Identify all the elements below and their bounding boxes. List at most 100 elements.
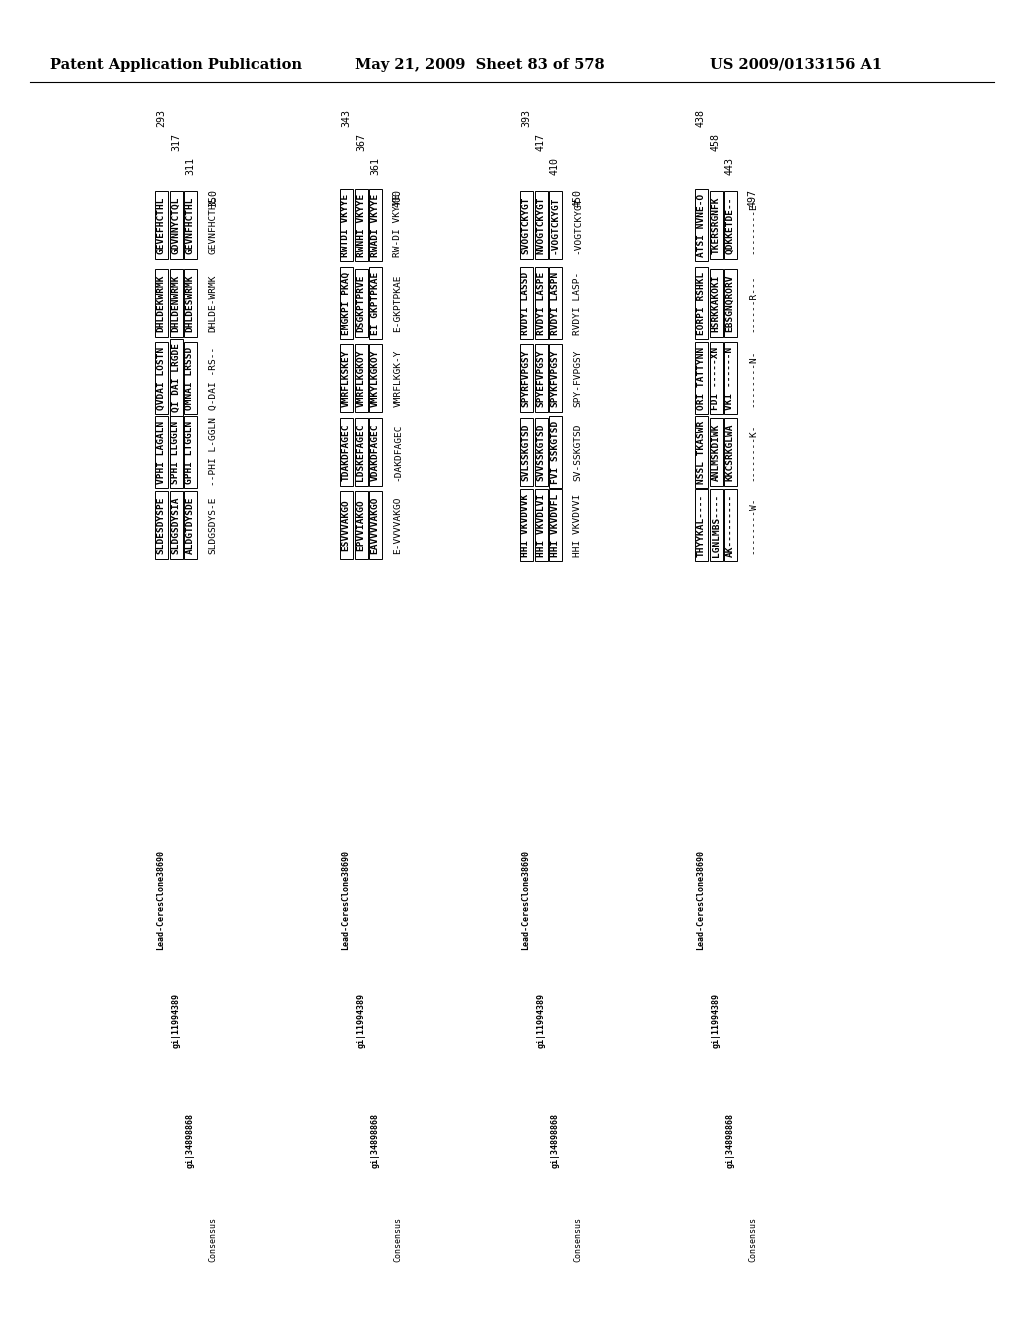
Bar <box>694 488 708 561</box>
Text: SPYRFVPGSY: SPYRFVPGSY <box>521 350 530 407</box>
Text: SLDGSDYS-E: SLDGSDYS-E <box>209 496 217 554</box>
Bar <box>183 269 197 337</box>
Bar <box>340 418 352 486</box>
Bar <box>710 342 723 414</box>
Text: Consensus: Consensus <box>209 1217 217 1262</box>
Text: E-GKPTPKAE: E-GKPTPKAE <box>393 275 402 331</box>
Text: gi|11994389: gi|11994389 <box>356 993 366 1048</box>
Text: VKI ------N: VKI ------N <box>725 346 734 409</box>
Bar <box>155 191 168 259</box>
Bar <box>369 189 382 261</box>
Text: EBSGNQRORV: EBSGNQRORV <box>725 275 734 331</box>
Text: 311: 311 <box>185 157 195 176</box>
Bar <box>340 189 352 261</box>
Text: ATSI NVNE-O: ATSI NVNE-O <box>696 193 706 256</box>
Text: NVOGTCKYGT: NVOGTCKYGT <box>537 197 546 253</box>
Text: SPY-FVPGSY: SPY-FVPGSY <box>573 350 583 407</box>
Text: --------W-: --------W- <box>749 496 758 554</box>
Bar <box>535 345 548 412</box>
Bar <box>170 191 182 259</box>
Bar <box>724 191 736 259</box>
Text: SLDGSDYSIA: SLDGSDYSIA <box>171 496 180 554</box>
Text: Lead-CeresClone38690: Lead-CeresClone38690 <box>157 850 166 950</box>
Text: DHLDENWRMK: DHLDENWRMK <box>171 275 180 331</box>
Bar <box>724 418 736 486</box>
Text: SVLSSKGTSD: SVLSSKGTSD <box>521 424 530 480</box>
Text: 438: 438 <box>696 110 706 127</box>
Text: 497: 497 <box>748 189 758 207</box>
Text: Patent Application Publication: Patent Application Publication <box>50 58 302 73</box>
Text: ALDGTDYSDE: ALDGTDYSDE <box>185 496 195 554</box>
Text: GEVNFHCTHL: GEVNFHCTHL <box>209 197 217 253</box>
Text: SPHI LLGGLN: SPHI LLGGLN <box>171 420 180 483</box>
Text: ORI TATTYNN: ORI TATTYNN <box>696 346 706 409</box>
Text: 410: 410 <box>550 157 560 176</box>
Text: AK---------: AK--------- <box>725 494 734 557</box>
Text: EPVVIAKGO: EPVVIAKGO <box>356 499 366 550</box>
Text: RVDYI LASP-: RVDYI LASP- <box>573 272 583 335</box>
Bar <box>340 345 352 412</box>
Text: GDVNNYCTQL: GDVNNYCTQL <box>171 197 180 253</box>
Text: HHI VKVDVFL: HHI VKVDVFL <box>551 494 559 557</box>
Text: VMRFLKSKEY: VMRFLKSKEY <box>341 350 350 407</box>
Text: Consensus: Consensus <box>573 1217 583 1262</box>
Bar <box>519 418 532 486</box>
Text: SVVSSKGTSD: SVVSSKGTSD <box>537 424 546 480</box>
Text: Consensus: Consensus <box>749 1217 758 1262</box>
Bar <box>340 491 352 558</box>
Text: FDI -----XN: FDI -----XN <box>712 346 721 409</box>
Text: Lead-CeresClone38690: Lead-CeresClone38690 <box>521 850 530 950</box>
Text: 417: 417 <box>536 133 546 150</box>
Text: HSRKKAKOKI: HSRKKAKOKI <box>712 275 721 331</box>
Bar <box>170 269 182 337</box>
Bar <box>170 491 182 558</box>
Text: -VOGTCKYGT: -VOGTCKYGT <box>573 197 583 253</box>
Text: TKERSRGNFK: TKERSRGNFK <box>712 197 721 253</box>
Text: QI DAI LRGDE: QI DAI LRGDE <box>171 343 180 412</box>
Text: HHI VKVDLVI: HHI VKVDLVI <box>537 494 546 557</box>
Bar <box>369 267 382 339</box>
Bar <box>710 191 723 259</box>
Text: EMGKPI PKAQ: EMGKPI PKAQ <box>341 272 350 335</box>
Bar <box>170 416 182 488</box>
Text: DHLDESWRMK: DHLDESWRMK <box>185 275 195 331</box>
Bar <box>183 342 197 414</box>
Bar <box>549 345 561 412</box>
Bar <box>535 418 548 486</box>
Text: FVI SSKGTSD: FVI SSKGTSD <box>551 420 559 483</box>
Bar <box>519 267 532 339</box>
Bar <box>519 345 532 412</box>
Text: 317: 317 <box>171 133 181 150</box>
Text: GEVNFHCTHL: GEVNFHCTHL <box>185 197 195 253</box>
Text: gi|34898868: gi|34898868 <box>725 1113 734 1167</box>
Bar <box>155 342 168 414</box>
Text: 293: 293 <box>156 110 166 127</box>
Text: -DAKDFAGEC: -DAKDFAGEC <box>393 424 402 480</box>
Text: 367: 367 <box>356 133 366 150</box>
Text: EI GKPTPKAE: EI GKPTPKAE <box>371 272 380 335</box>
Text: SPYEFVPGSY: SPYEFVPGSY <box>537 350 546 407</box>
Text: --------K-: --------K- <box>749 424 758 480</box>
Bar <box>535 267 548 339</box>
Text: DHLDE-WRMK: DHLDE-WRMK <box>209 275 217 331</box>
Bar <box>369 345 382 412</box>
Text: SLDESDYSPE: SLDESDYSPE <box>157 496 166 554</box>
Text: RW-DI VKYYE: RW-DI VKYYE <box>393 193 402 256</box>
Text: QVDAI LOSTN: QVDAI LOSTN <box>157 346 166 409</box>
Text: SVOGTCKYGT: SVOGTCKYGT <box>521 197 530 253</box>
Bar <box>354 418 368 486</box>
Text: --PHI L-GGLN: --PHI L-GGLN <box>209 417 217 487</box>
Text: RWNHI VKYYE: RWNHI VKYYE <box>356 193 366 256</box>
Text: VMRFLKGK-Y: VMRFLKGK-Y <box>393 350 402 407</box>
Text: -VOGTCKYGT: -VOGTCKYGT <box>551 197 559 253</box>
Bar <box>710 488 723 561</box>
Bar <box>170 339 182 417</box>
Text: HHI VKVDVVI: HHI VKVDVVI <box>573 494 583 557</box>
Text: 393: 393 <box>521 110 531 127</box>
Text: TDAKDFAGEC: TDAKDFAGEC <box>341 424 350 480</box>
Text: RWADI VKYYE: RWADI VKYYE <box>371 193 380 256</box>
Text: May 21, 2009  Sheet 83 of 578: May 21, 2009 Sheet 83 of 578 <box>355 58 604 73</box>
Bar <box>369 418 382 486</box>
Bar <box>710 269 723 337</box>
Bar <box>155 269 168 337</box>
